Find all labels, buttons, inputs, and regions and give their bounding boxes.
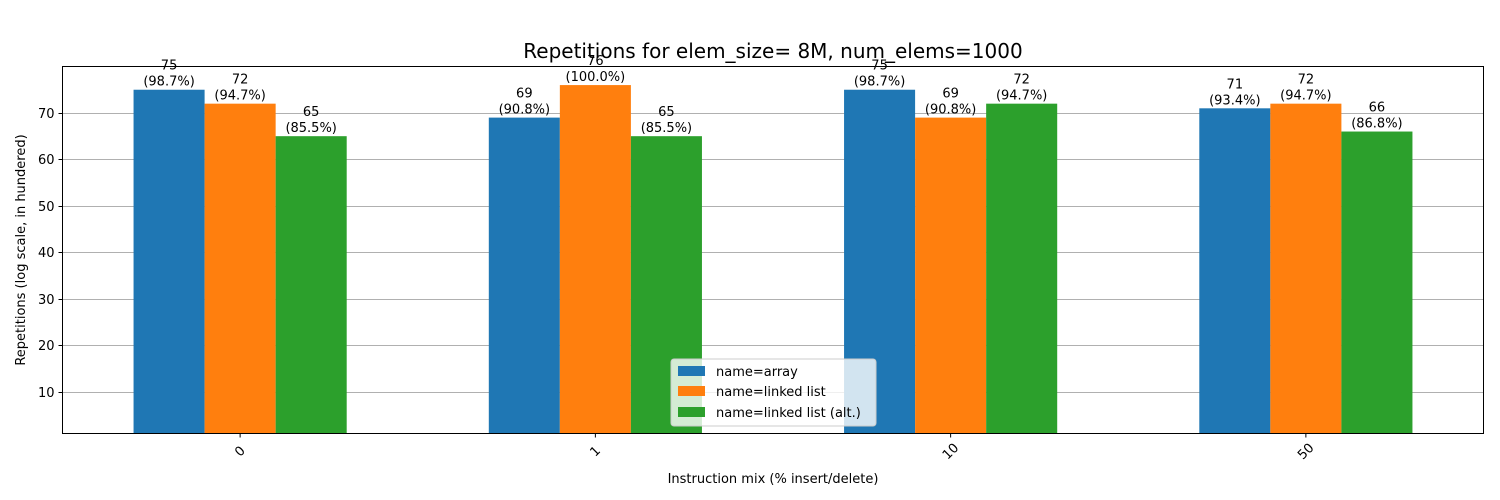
legend-swatch-linked-list-alt [678, 407, 705, 417]
bar-value-label: 69 [516, 87, 533, 102]
bar-linked-list [915, 117, 987, 434]
bar-linked-list-alt [986, 103, 1058, 434]
bar-value-label: 69 [942, 87, 959, 102]
y-axis-label: Repetitions (log scale, in hundered) [14, 134, 29, 365]
bar-linked-list-alt [1341, 131, 1413, 434]
bar-value-label: 72 [232, 73, 249, 88]
x-tick-label: 50 [1295, 441, 1317, 463]
bar-array [488, 117, 560, 434]
legend-box [670, 358, 877, 427]
plot-frame [62, 66, 1484, 434]
bar-percent-label: (98.7%) [143, 75, 194, 90]
bar-percent-label: (90.8%) [925, 103, 976, 118]
bar-percent-label: (100.0%) [566, 70, 626, 85]
bar-percent-label: (94.7%) [1280, 89, 1331, 104]
bar-value-label: 66 [1369, 101, 1386, 116]
bar-percent-label: (85.5%) [641, 121, 692, 136]
bar-value-label: 72 [1013, 73, 1030, 88]
x-tick-label: 10 [940, 441, 962, 463]
legend-label-linked-list: name=linked list [716, 385, 826, 400]
bar-linked-list [559, 85, 631, 434]
bar-percent-label: (93.4%) [1209, 93, 1260, 108]
x-axis: 0 1 10 50 [232, 433, 1317, 463]
legend-swatch-array [678, 366, 705, 376]
y-axis: 10 20 30 40 50 60 70 [38, 107, 63, 401]
bar-percent-label: (98.7%) [854, 75, 905, 90]
bar-value-label: 76 [587, 54, 604, 69]
x-axis-label: Instruction mix (% insert/delete) [668, 472, 879, 487]
bar-percent-label: (86.8%) [1351, 117, 1402, 132]
legend-label-array: name=array [716, 365, 798, 380]
legend: name=array name=linked list name=linked … [670, 358, 877, 427]
data-labels: 75(98.7%) 72(94.7%)65(85.5%)69(90.8%)76(1… [143, 54, 1402, 136]
legend-label-linked-list-alt: name=linked list (alt.) [716, 406, 861, 421]
bar-linked-list-alt [275, 136, 347, 434]
bar-array [1199, 108, 1271, 434]
bar-percent-label: (94.7%) [214, 89, 265, 104]
bar-array [133, 89, 205, 434]
bar-value-label: 65 [658, 105, 675, 120]
bar-linked-list [204, 103, 276, 434]
y-tick-label: 70 [38, 107, 55, 122]
bar-linked-list [1270, 103, 1342, 434]
y-tick-label: 60 [38, 153, 55, 168]
bar-percent-label: (90.8%) [499, 103, 550, 118]
bar-value-label: 65 [303, 105, 320, 120]
bar-value-label: 71 [1227, 77, 1244, 92]
y-tick-label: 30 [38, 293, 55, 308]
legend-swatch-linked-list [678, 386, 705, 396]
chart-title: Repetitions for elem_size= 8M, num_elems… [523, 39, 1022, 63]
bar-percent-label: (94.7%) [996, 89, 1047, 104]
y-tick-label: 40 [38, 246, 55, 261]
bar-value-label: 72 [1298, 73, 1315, 88]
y-tick-label: 20 [38, 339, 55, 354]
bar-percent-label: (85.5%) [285, 121, 336, 136]
bars [133, 85, 1413, 434]
y-tick-label: 50 [38, 200, 55, 215]
x-tick-label: 0 [232, 444, 248, 460]
y-tick-label: 10 [38, 386, 55, 401]
x-tick-label: 1 [587, 444, 603, 460]
